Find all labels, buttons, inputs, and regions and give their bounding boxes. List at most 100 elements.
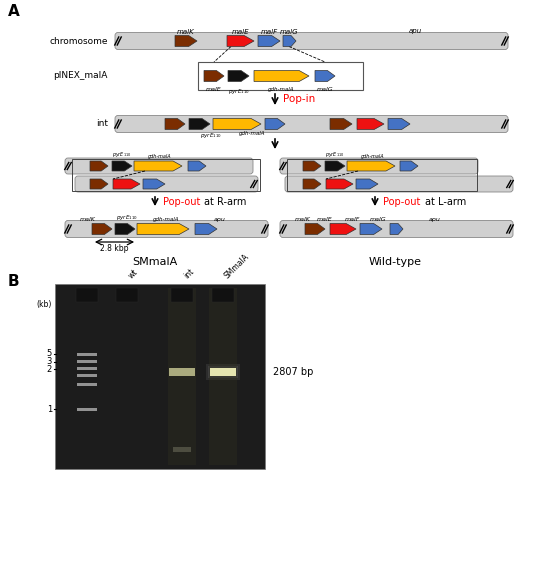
Bar — [77, 353, 97, 356]
Bar — [171, 288, 193, 302]
Text: int: int — [182, 266, 195, 280]
Polygon shape — [90, 161, 108, 171]
Text: malK: malK — [295, 217, 311, 222]
Polygon shape — [330, 224, 356, 235]
Bar — [77, 374, 97, 377]
Text: malK: malK — [80, 217, 96, 222]
Bar — [209, 288, 237, 465]
Polygon shape — [92, 224, 112, 235]
Text: Pop-in: Pop-in — [283, 93, 315, 103]
Text: int: int — [96, 120, 108, 128]
Text: gdh-malA: gdh-malA — [361, 154, 385, 159]
Text: 1: 1 — [47, 405, 52, 413]
Polygon shape — [254, 71, 309, 82]
Polygon shape — [137, 224, 189, 235]
Polygon shape — [347, 161, 395, 171]
Text: 5: 5 — [47, 349, 52, 359]
Text: wt: wt — [127, 267, 140, 280]
Bar — [76, 288, 98, 302]
Text: malG: malG — [317, 87, 333, 92]
Text: pyrE$_{110}$: pyrE$_{110}$ — [325, 150, 345, 159]
FancyBboxPatch shape — [285, 176, 513, 192]
Text: SMmalA: SMmalA — [223, 252, 251, 280]
Text: apu: apu — [408, 29, 422, 34]
Text: Pop-out: Pop-out — [383, 197, 420, 207]
Polygon shape — [175, 36, 197, 47]
Polygon shape — [315, 71, 335, 82]
Text: malE: malE — [232, 29, 250, 34]
Polygon shape — [189, 119, 210, 130]
Bar — [287, 159, 477, 191]
Bar — [173, 447, 191, 452]
Bar — [77, 408, 97, 411]
Polygon shape — [115, 224, 135, 235]
Polygon shape — [188, 161, 206, 171]
Bar — [55, 284, 265, 469]
Text: malF: malF — [345, 217, 360, 222]
FancyBboxPatch shape — [280, 221, 513, 238]
Bar — [206, 364, 240, 380]
Text: pyrE$_{110}$: pyrE$_{110}$ — [228, 87, 250, 96]
Text: gdh-malA: gdh-malA — [268, 87, 295, 92]
Bar — [168, 288, 196, 465]
Text: apu: apu — [429, 217, 441, 222]
Bar — [210, 368, 236, 376]
FancyBboxPatch shape — [75, 176, 258, 192]
Text: gdh-malA: gdh-malA — [239, 131, 265, 136]
Text: Pop-out: Pop-out — [163, 197, 200, 207]
Text: 2.8 kbp: 2.8 kbp — [100, 244, 128, 253]
Text: chromosome: chromosome — [50, 36, 108, 46]
Text: 3: 3 — [46, 357, 52, 367]
Polygon shape — [360, 224, 382, 235]
Polygon shape — [204, 71, 224, 82]
Polygon shape — [113, 179, 140, 189]
Polygon shape — [400, 161, 418, 171]
Bar — [198, 62, 363, 90]
Polygon shape — [143, 179, 165, 189]
Text: B: B — [8, 274, 20, 289]
Polygon shape — [390, 224, 403, 235]
Text: malG: malG — [280, 29, 299, 34]
Text: 2807 bp: 2807 bp — [273, 367, 313, 377]
FancyBboxPatch shape — [65, 158, 253, 174]
Polygon shape — [303, 179, 321, 189]
Polygon shape — [330, 119, 352, 130]
Polygon shape — [265, 119, 285, 130]
Bar — [77, 367, 97, 370]
Bar — [116, 288, 138, 302]
Text: 2: 2 — [47, 364, 52, 374]
Bar — [169, 368, 195, 376]
Polygon shape — [326, 179, 353, 189]
FancyBboxPatch shape — [65, 221, 268, 238]
Polygon shape — [388, 119, 410, 130]
Bar — [208, 366, 238, 378]
Polygon shape — [283, 36, 296, 47]
Bar — [72, 159, 260, 191]
FancyBboxPatch shape — [115, 116, 508, 133]
Text: (kb): (kb) — [37, 300, 52, 308]
FancyBboxPatch shape — [115, 33, 508, 50]
Polygon shape — [195, 224, 217, 235]
Text: malF: malF — [260, 29, 277, 34]
Text: gdh-malA: gdh-malA — [153, 217, 179, 222]
Text: malG: malG — [370, 217, 387, 222]
Polygon shape — [305, 224, 325, 235]
Text: gdh-malA: gdh-malA — [148, 154, 172, 159]
Text: apu: apu — [214, 217, 226, 222]
Polygon shape — [356, 179, 378, 189]
Text: pyrE$_{110}$: pyrE$_{110}$ — [200, 131, 222, 140]
Bar — [77, 360, 97, 363]
Text: A: A — [8, 4, 20, 19]
Text: SMmalA: SMmalA — [132, 257, 177, 267]
Text: malK: malK — [177, 29, 195, 34]
FancyBboxPatch shape — [280, 158, 478, 174]
Text: pINEX_malA: pINEX_malA — [54, 71, 108, 81]
Text: pyrE$_{110}$: pyrE$_{110}$ — [112, 150, 132, 159]
Polygon shape — [134, 161, 182, 171]
Polygon shape — [228, 71, 249, 82]
Text: Wild-type: Wild-type — [369, 257, 422, 267]
Text: malE: malE — [206, 87, 222, 92]
Text: malE: malE — [317, 217, 333, 222]
Bar — [212, 288, 234, 302]
Polygon shape — [112, 161, 132, 171]
